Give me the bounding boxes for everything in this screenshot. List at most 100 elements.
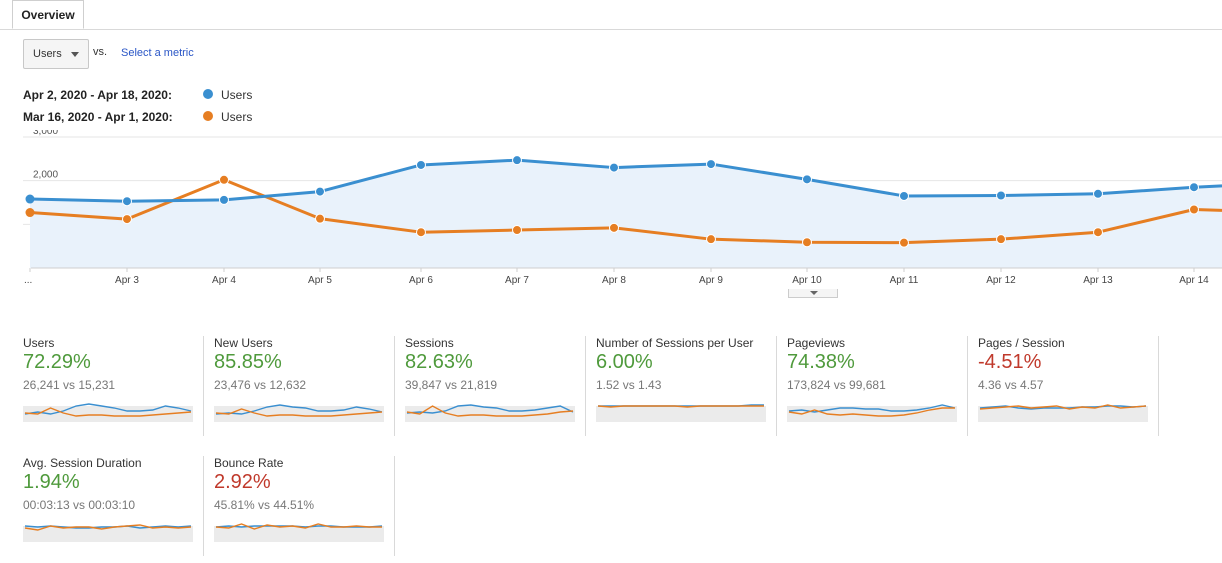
data-point (899, 190, 909, 201)
scorecard-users[interactable]: Users 72.29% 26,241 vs 15,231 (23, 336, 204, 436)
scorecard-change: 1.94% (23, 471, 80, 493)
scorecard-change: 72.29% (23, 351, 91, 373)
data-point (1093, 227, 1103, 238)
chart-collapse-handle[interactable] (788, 289, 838, 298)
x-tick-label: Apr 5 (308, 275, 332, 286)
x-tick-label: Apr 12 (986, 275, 1016, 286)
data-point (219, 174, 229, 185)
scorecard-change: 2.92% (214, 471, 271, 493)
legend-dot-icon (203, 111, 213, 121)
data-point (802, 237, 812, 248)
scorecard-compare: 39,847 vs 21,819 (405, 378, 498, 392)
sparkline (978, 404, 1148, 422)
tab-overview[interactable]: Overview (12, 0, 84, 29)
scorecard-name: Pageviews (787, 336, 846, 350)
sparkline-area (978, 406, 1148, 422)
x-tick-label: Apr 4 (212, 275, 236, 286)
scorecard-name: Avg. Session Duration (23, 456, 142, 470)
scorecard-compare: 00:03:13 vs 00:03:10 (23, 498, 136, 512)
sparkline (23, 403, 193, 422)
sparkline-area (596, 406, 766, 422)
data-point (1189, 204, 1199, 215)
data-point (512, 155, 522, 166)
sparkline-previous (788, 407, 955, 417)
scorecard-new-users[interactable]: New Users 85.85% 23,476 vs 12,632 (214, 336, 395, 436)
data-point (996, 234, 1006, 245)
chevron-down-icon (71, 52, 79, 57)
data-point (609, 222, 619, 233)
x-tick-label: Apr 8 (602, 275, 626, 286)
legend-metric-previous: Users (221, 110, 253, 124)
sparkline-previous (215, 523, 382, 530)
x-tick-label: Apr 10 (792, 275, 822, 286)
sparkline (214, 523, 384, 542)
data-point (25, 208, 35, 218)
scorecard-name: Users (23, 336, 55, 350)
x-tick-label: Apr 9 (699, 275, 723, 286)
sparkline (23, 524, 193, 542)
sparkline-previous (597, 405, 764, 408)
data-point (899, 237, 909, 248)
x-tick-label: Apr 14 (1179, 275, 1209, 286)
scorecard-bounce-rate[interactable]: Bounce Rate 2.92% 45.81% vs 44.51% (214, 456, 395, 556)
data-point (416, 159, 426, 170)
sparkline-area (214, 526, 384, 542)
sparkline-current (24, 403, 192, 415)
data-point (1093, 188, 1103, 199)
scorecard-compare: 4.36 vs 4.57 (978, 378, 1044, 392)
scorecard-change: 82.63% (405, 351, 473, 373)
data-point (706, 234, 716, 245)
scorecard-pages-session[interactable]: Pages / Session -4.51% 4.36 vs 4.57 (978, 336, 1159, 436)
sparkline-previous (215, 408, 383, 417)
sparkline-previous (24, 524, 192, 531)
scorecard-compare: 173,824 vs 99,681 (787, 378, 886, 392)
sparkline (405, 404, 575, 422)
data-point (1189, 182, 1199, 193)
select-metric-link[interactable]: Select a metric (121, 47, 194, 59)
vs-label: vs. (93, 46, 108, 58)
scorecard-avg-session-duration[interactable]: Avg. Session Duration 1.94% 00:03:13 vs 00… (23, 456, 204, 556)
series-line-previous (29, 178, 1222, 245)
scorecard-name: New Users (214, 336, 273, 350)
x-tick-label: ... (24, 275, 32, 286)
sparkline-area (23, 526, 193, 542)
chevron-down-icon (810, 291, 818, 295)
scorecard-sessions[interactable]: Sessions 82.63% 39,847 vs 21,819 (405, 336, 586, 436)
scorecard-compare: 23,476 vs 12,632 (214, 378, 307, 392)
metric-select-value: Users (33, 48, 62, 60)
scorecard-change: 74.38% (787, 351, 855, 373)
sparkline-previous (406, 405, 574, 417)
scorecard-name: Pages / Session (978, 336, 1065, 350)
data-point (315, 213, 325, 224)
scorecard-number-of-sessions-per-user[interactable]: Number of Sessions per User 6.00% 1.52 vs … (596, 336, 777, 436)
legend-dot-icon (203, 89, 213, 99)
data-point (802, 174, 812, 185)
data-point (25, 194, 35, 204)
scorecard-name: Bounce Rate (214, 456, 284, 470)
scorecard-compare: 45.81% vs 44.51% (214, 498, 315, 512)
sparkline (787, 404, 957, 422)
y-tick-label: 2,000 (33, 170, 58, 181)
scorecard-change: 85.85% (214, 351, 282, 373)
y-tick-label: 3,000 (33, 130, 58, 137)
x-tick-label: Apr 6 (409, 275, 433, 286)
sparkline-current (788, 404, 956, 413)
legend-range-previous: Mar 16, 2020 - Apr 1, 2020: (23, 110, 173, 124)
sparkline (596, 404, 766, 422)
scorecard-name: Sessions (405, 336, 454, 350)
data-point (219, 194, 229, 205)
scorecard-change: 6.00% (596, 351, 653, 373)
x-tick-label: Apr 3 (115, 275, 139, 286)
x-tick-label: Apr 11 (890, 275, 919, 286)
data-point (996, 190, 1006, 201)
data-point (416, 227, 426, 238)
sparkline-previous (979, 404, 1147, 410)
sparkline-current (215, 404, 383, 415)
data-point (315, 186, 325, 197)
scorecard-name: Number of Sessions per User (596, 336, 754, 350)
series-line-current (29, 158, 1222, 203)
metric-select[interactable]: Users (23, 39, 89, 69)
scorecard-pageviews[interactable]: Pageviews 74.38% 173,824 vs 99,681 (787, 336, 968, 436)
sparkline-previous (24, 407, 192, 417)
